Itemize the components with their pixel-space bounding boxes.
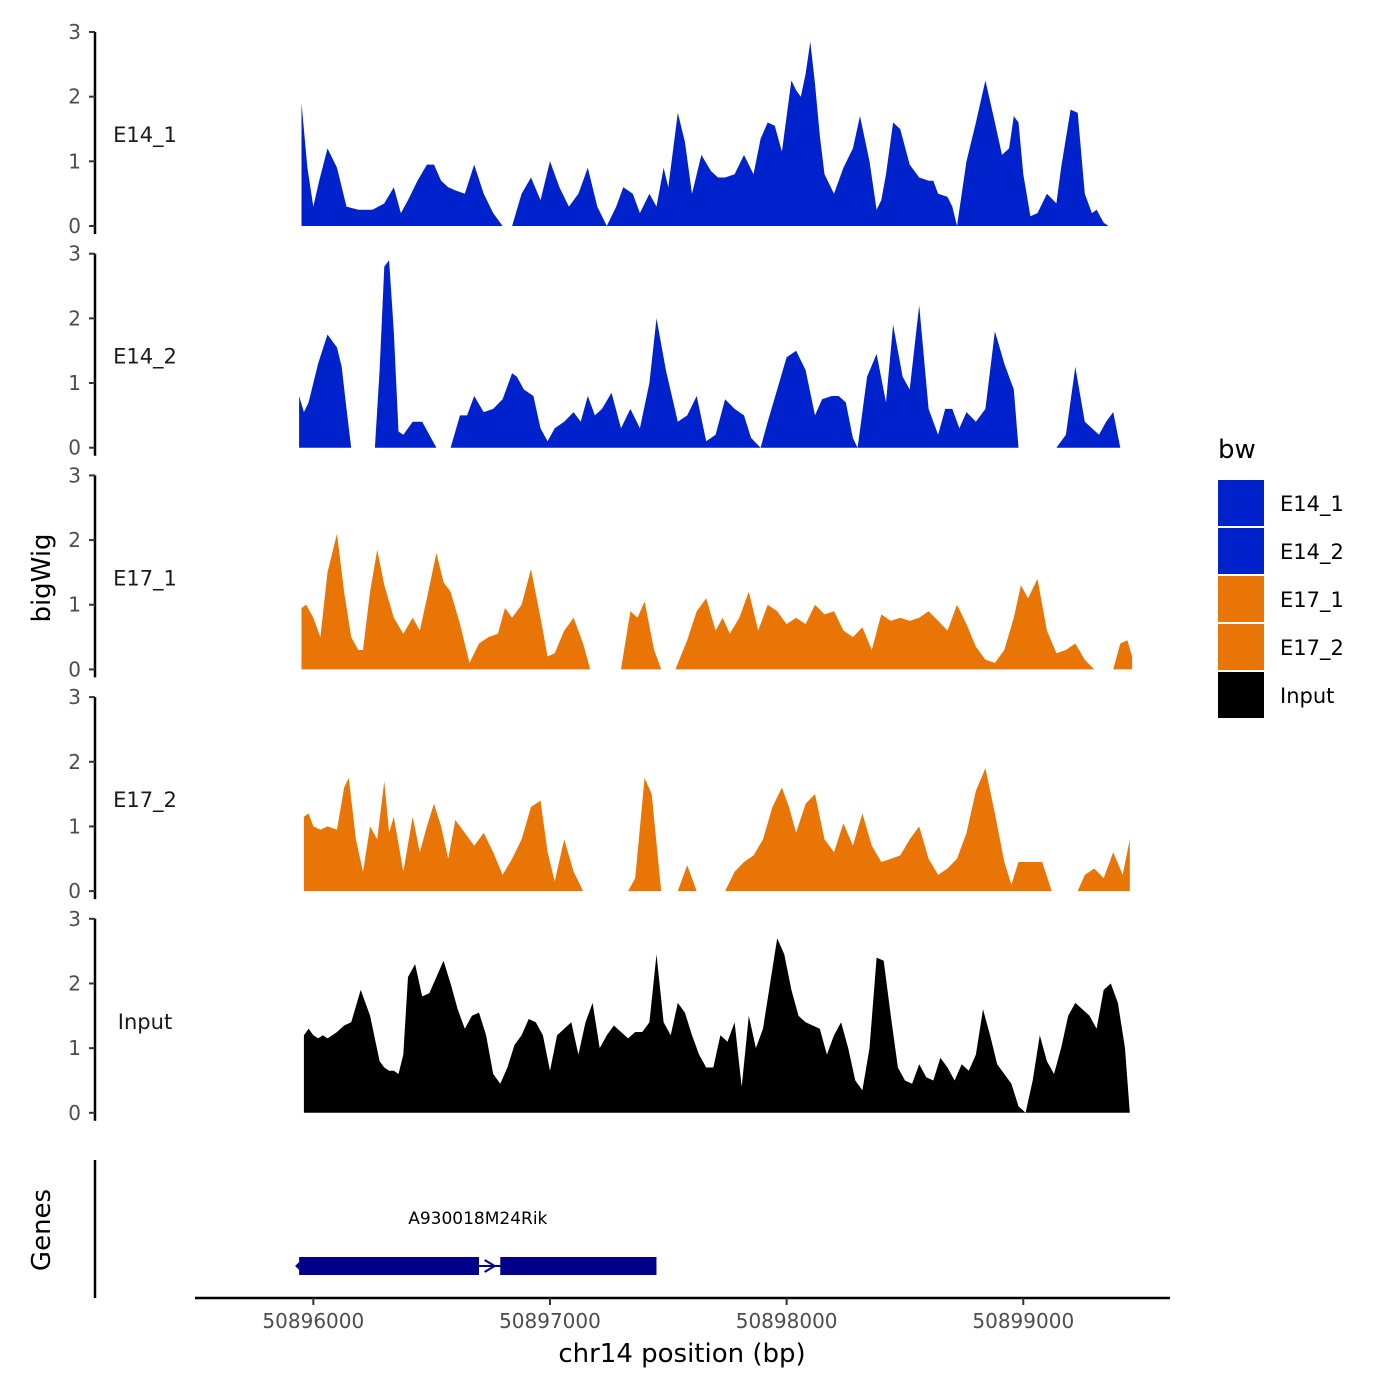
y-tick-label: 1: [68, 593, 81, 617]
track-e14-1: 0 1 2 3 E14_1: [68, 20, 1109, 238]
area-e17-2: [1077, 839, 1130, 892]
area-e17-2: [628, 777, 662, 892]
legend-item-e17-2: E17_2: [1218, 624, 1344, 670]
y-axis-title: bigWig: [27, 533, 57, 622]
y-tick-label: 2: [68, 528, 81, 552]
area-e14-2: [857, 305, 1019, 448]
y-tick-label: 2: [68, 750, 81, 774]
track-label: E14_2: [113, 345, 177, 370]
legend: E14_1 E14_2 E17_1 E17_2 Input: [1218, 480, 1344, 718]
legend-label: E14_2: [1280, 540, 1344, 565]
area-e17-2: [725, 768, 1052, 892]
y-tick-label: 0: [68, 214, 81, 238]
gene-track: A930018M24Rik: [93, 1160, 657, 1298]
track-e17-1: 0 1 2 3 E17_1: [68, 463, 1133, 681]
area-e17-1: [675, 578, 1095, 670]
x-axis: 50896000 50897000 50898000 50899000: [195, 1296, 1170, 1333]
exon: [299, 1257, 479, 1275]
legend-item-input: Input: [1218, 672, 1334, 718]
y-tick-label: 2: [68, 85, 81, 109]
area-e14-2: [450, 318, 761, 448]
x-tick-label: 50898000: [736, 1309, 838, 1333]
track-label: E14_1: [113, 123, 177, 148]
y-tick-label: 3: [68, 685, 81, 709]
y-tick-label: 1: [68, 814, 81, 838]
y-tick-label: 1: [68, 371, 81, 395]
y-tick-label: 0: [68, 1101, 81, 1125]
area-e14-1: [512, 161, 607, 226]
strand-arrow: [484, 1259, 497, 1273]
area-e17-1: [1113, 640, 1133, 670]
track-label: Input: [118, 1010, 172, 1034]
gene-label: A930018M24Rik: [408, 1209, 547, 1229]
legend-swatch: [1218, 624, 1264, 670]
area-e14-1: [606, 41, 957, 227]
x-tick-label: 50897000: [499, 1309, 601, 1333]
gene-track-label: Genes: [27, 1189, 57, 1271]
legend-item-e14-2: E14_2: [1218, 528, 1344, 574]
track-label: E17_2: [113, 788, 177, 813]
y-tick-label: 1: [68, 1036, 81, 1060]
y-tick-label: 3: [68, 242, 81, 266]
legend-swatch: [1218, 672, 1264, 718]
track-label: E17_1: [113, 566, 177, 591]
y-tick-label: 3: [68, 907, 81, 931]
y-tick-label: 2: [68, 971, 81, 995]
gene-a930018m24rik: A930018M24Rik: [295, 1209, 657, 1275]
y-tick-label: 3: [68, 463, 81, 487]
y-tick-label: 1: [68, 149, 81, 173]
area-e14-1: [957, 80, 1109, 226]
legend-swatch: [1218, 576, 1264, 622]
area-e17-1: [301, 533, 591, 670]
area-e14-2: [760, 350, 858, 448]
legend-item-e17-1: E17_1: [1218, 576, 1344, 622]
legend-title: bw: [1218, 435, 1256, 465]
area-e14-2: [374, 260, 437, 448]
legend-label: E17_2: [1280, 636, 1344, 661]
legend-label: E14_1: [1280, 492, 1344, 517]
area-e17-2: [677, 865, 697, 892]
exon: [500, 1257, 657, 1275]
y-tick-label: 2: [68, 306, 81, 330]
area-e17-2: [303, 777, 584, 892]
x-tick-label: 50896000: [262, 1309, 364, 1333]
strand-arrow: [295, 1262, 300, 1270]
y-tick-label: 0: [68, 879, 81, 903]
track-e17-2: 0 1 2 3 E17_2: [68, 685, 1130, 903]
area-e14-2: [299, 334, 352, 448]
legend-item-e14-1: E14_1: [1218, 480, 1344, 526]
x-axis-title: chr14 position (bp): [558, 1339, 805, 1369]
coverage-tracks: 0 1 2 3 E14_1 0 1 2 3 E14_2 0 1 2 3 E17_1 0 1 2 3 E17_2 0 1 2 3…: [68, 20, 1133, 1125]
x-tick-label: 50899000: [972, 1309, 1074, 1333]
legend-label: E17_1: [1280, 588, 1344, 613]
y-tick-label: 0: [68, 657, 81, 681]
track-e14-2: 0 1 2 3 E14_2: [68, 242, 1121, 460]
area-e14-1: [301, 103, 503, 226]
area-input: [303, 938, 1026, 1113]
legend-label: Input: [1280, 684, 1334, 708]
area-input: [1025, 983, 1130, 1113]
legend-swatch: [1218, 480, 1264, 526]
area-e14-2: [1056, 366, 1121, 448]
legend-swatch: [1218, 528, 1264, 574]
y-tick-label: 3: [68, 20, 81, 44]
area-e17-1: [621, 601, 662, 670]
y-tick-label: 0: [68, 436, 81, 460]
track-input: 0 1 2 3 Input: [68, 907, 1130, 1125]
